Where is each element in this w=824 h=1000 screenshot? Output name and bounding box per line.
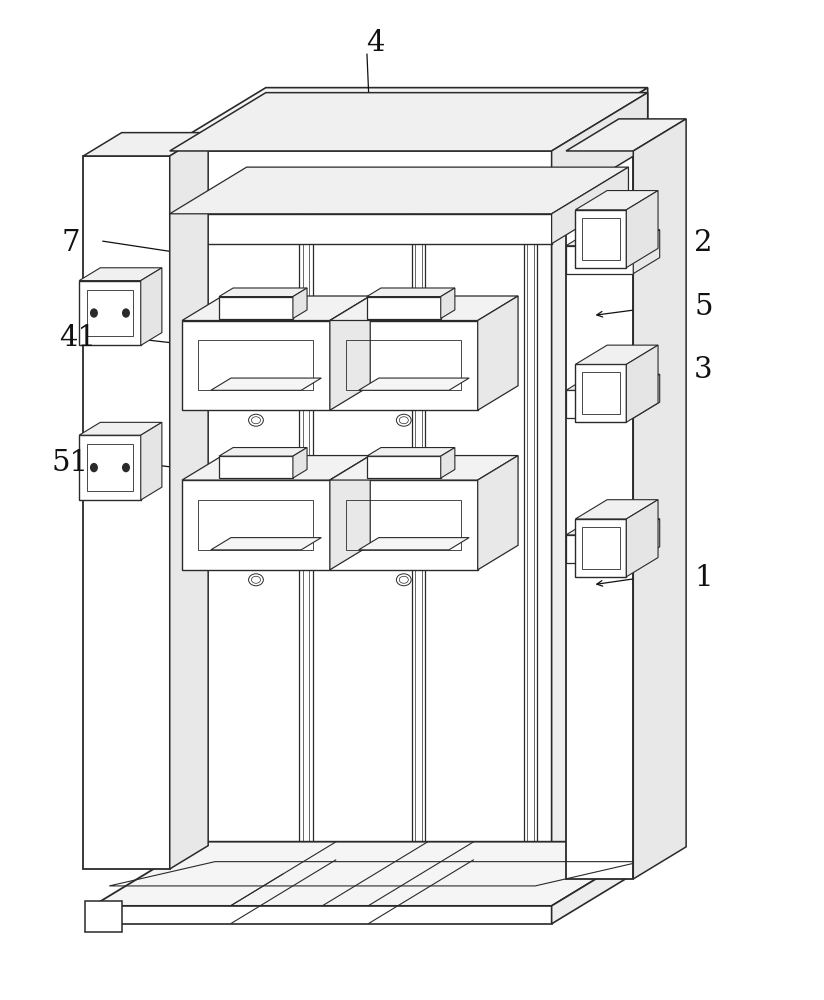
Polygon shape [566,119,686,151]
Ellipse shape [400,576,409,583]
Ellipse shape [249,574,264,586]
Text: 51: 51 [51,449,88,477]
Polygon shape [634,119,686,879]
Polygon shape [182,480,330,570]
Polygon shape [293,288,307,319]
Polygon shape [219,288,307,297]
Text: 2: 2 [695,229,713,257]
Polygon shape [367,456,441,478]
Circle shape [91,464,97,472]
Polygon shape [441,448,455,478]
Text: 3: 3 [695,356,713,384]
Circle shape [123,309,129,317]
Text: 1: 1 [695,564,713,592]
Polygon shape [626,191,658,268]
Polygon shape [626,500,658,577]
Polygon shape [634,230,660,274]
Polygon shape [141,268,162,345]
Polygon shape [211,378,321,390]
Polygon shape [330,480,478,570]
Polygon shape [330,456,518,480]
Polygon shape [170,88,648,146]
Polygon shape [219,448,307,456]
Circle shape [123,464,129,472]
Polygon shape [85,901,122,932]
Polygon shape [575,364,626,422]
Ellipse shape [251,417,260,424]
Polygon shape [330,456,370,570]
Polygon shape [575,345,658,364]
Polygon shape [170,93,648,151]
Polygon shape [83,156,170,869]
Text: 5: 5 [695,293,713,321]
Polygon shape [551,167,629,244]
Polygon shape [182,296,370,320]
Polygon shape [170,146,551,879]
Ellipse shape [396,414,411,426]
Polygon shape [358,378,469,390]
Polygon shape [566,230,660,246]
Polygon shape [182,456,370,480]
Polygon shape [170,151,551,206]
Polygon shape [330,296,370,410]
Polygon shape [566,535,634,563]
Polygon shape [211,538,321,550]
Text: 41: 41 [59,324,96,352]
Polygon shape [367,448,455,456]
Polygon shape [79,268,162,281]
Polygon shape [182,320,330,410]
Circle shape [91,309,97,317]
Polygon shape [83,133,208,156]
Text: 7: 7 [62,229,81,257]
Polygon shape [79,435,141,500]
Polygon shape [330,320,478,410]
Polygon shape [551,93,648,206]
Ellipse shape [396,574,411,586]
Polygon shape [367,297,441,319]
Polygon shape [478,296,518,410]
Polygon shape [575,500,658,519]
Polygon shape [170,167,629,214]
Polygon shape [566,151,634,879]
Polygon shape [626,345,658,422]
Polygon shape [566,519,660,535]
Ellipse shape [251,576,260,583]
Polygon shape [79,422,162,435]
Polygon shape [358,538,469,550]
Polygon shape [93,842,658,906]
Polygon shape [141,422,162,500]
Polygon shape [478,456,518,570]
Polygon shape [566,246,634,274]
Polygon shape [79,281,141,345]
Polygon shape [219,297,293,319]
Polygon shape [330,296,518,320]
Polygon shape [293,448,307,478]
Polygon shape [170,214,551,244]
Polygon shape [566,374,660,390]
Polygon shape [566,390,634,418]
Polygon shape [219,456,293,478]
Polygon shape [575,191,658,210]
Polygon shape [551,842,658,924]
Polygon shape [170,133,208,869]
Polygon shape [551,88,648,879]
Text: 4: 4 [366,29,384,57]
Polygon shape [441,288,455,319]
Polygon shape [93,906,551,924]
Ellipse shape [249,414,264,426]
Polygon shape [575,210,626,268]
Polygon shape [634,519,660,563]
Ellipse shape [400,417,409,424]
Polygon shape [575,519,626,577]
Polygon shape [367,288,455,297]
Polygon shape [634,374,660,418]
